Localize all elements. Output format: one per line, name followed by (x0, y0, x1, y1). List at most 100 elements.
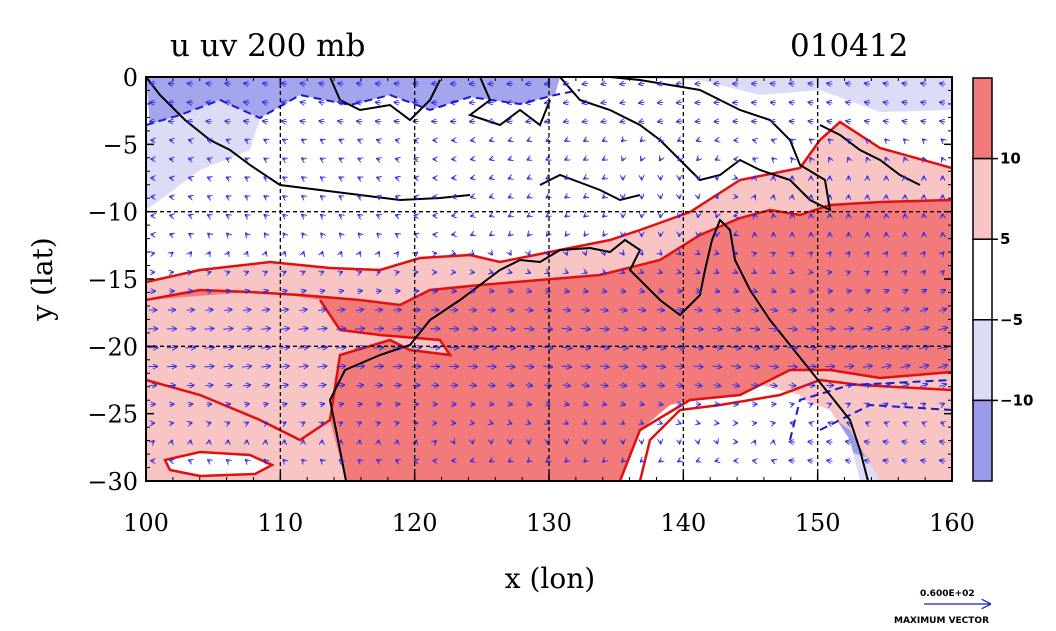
y-axis: 0 −5 −10 −15 −20 −25 −30 (87, 64, 952, 496)
wind-vector (712, 366, 721, 367)
wind-vector (299, 385, 307, 386)
wind-vector (506, 385, 514, 386)
wind-vector (283, 177, 286, 179)
wind-vector (317, 366, 326, 367)
wind-vector (189, 159, 192, 160)
wind-vector (566, 252, 567, 255)
wind-vector (565, 422, 568, 423)
wind-vector (263, 83, 269, 84)
wind-vector (788, 310, 795, 311)
wind-vector (283, 272, 286, 273)
wind-vector (791, 272, 794, 273)
wind-vector (245, 177, 248, 178)
wind-vector (658, 102, 664, 103)
wind-vector (678, 158, 680, 160)
wind-vector (303, 252, 304, 255)
wind-vector (490, 234, 492, 236)
contour-line-10-east (618, 368, 952, 481)
wind-vector (640, 272, 643, 273)
wind-vector (490, 178, 493, 179)
wind-vector (319, 121, 325, 122)
wind-vector (471, 234, 474, 235)
wind-vector (901, 309, 908, 311)
wind-vector (321, 177, 324, 179)
wind-vector (376, 121, 382, 122)
wind-vector (639, 83, 645, 84)
wind-vector (526, 291, 531, 292)
wind-vector (844, 310, 852, 311)
wind-vector (170, 215, 173, 216)
wind-vector (282, 83, 288, 84)
wind-vector (264, 422, 267, 423)
wind-vectors (147, 83, 948, 462)
x-axis: 100 110 120 130 140 150 160 (123, 77, 975, 537)
wind-vector (302, 215, 304, 217)
wind-vector (678, 252, 680, 254)
wind-vector (580, 366, 590, 367)
wind-vector (754, 214, 755, 217)
wind-vector (263, 121, 269, 122)
wind-vector (713, 385, 720, 386)
wind-vector (698, 440, 699, 443)
wind-vector (603, 272, 606, 273)
wind-vector (772, 272, 775, 273)
wind-vector (262, 385, 269, 386)
y-tick-label: −5 (103, 131, 138, 159)
wind-vector (847, 423, 850, 424)
wind-vector (921, 290, 926, 293)
wind-vector (639, 291, 644, 292)
wind-vector (622, 158, 623, 161)
wind-vector (354, 328, 364, 329)
coastline-sumatra (146, 77, 251, 166)
wind-vector (525, 310, 532, 311)
wind-vector (602, 291, 607, 292)
y-tick-label: −25 (87, 401, 138, 429)
wind-vector (358, 196, 361, 197)
wind-vector (769, 385, 777, 386)
wind-vector (734, 177, 737, 178)
wind-vector (358, 159, 361, 160)
wind-vector (208, 252, 209, 255)
wind-vector (546, 272, 549, 273)
wind-vector (509, 423, 512, 424)
wind-vector (903, 290, 908, 292)
wind-vector (827, 83, 833, 84)
wind-vector (377, 177, 380, 178)
wind-vector (900, 328, 909, 330)
grid-lines (146, 77, 952, 481)
wind-vector (697, 253, 700, 255)
contour-line-10 (146, 198, 952, 307)
wind-vector (396, 460, 399, 461)
wind-vector (808, 102, 814, 103)
wind-vector (750, 385, 758, 386)
wind-vector (787, 347, 797, 348)
wind-vector (585, 252, 586, 255)
wind-vector (526, 102, 532, 103)
y-axis-label: y (lat) (26, 237, 59, 321)
wind-vector (674, 366, 684, 367)
wind-vector (528, 196, 531, 197)
wind-vector (298, 328, 308, 329)
wind-vector (694, 310, 701, 311)
wind-vector (374, 385, 382, 386)
wind-vector (773, 440, 774, 443)
wind-vector (355, 366, 364, 367)
wind-vector (487, 310, 495, 311)
wind-vector (509, 234, 511, 236)
wind-vector (244, 121, 250, 122)
wind-vector (848, 252, 850, 254)
wind-vector (883, 441, 889, 442)
wind-vector (433, 253, 436, 254)
wind-vector (338, 102, 344, 103)
wind-vector (223, 328, 232, 329)
wind-vector (358, 272, 361, 273)
wind-vector (866, 423, 869, 424)
wind-vector (336, 328, 345, 329)
wind-vector (678, 272, 681, 273)
wind-vector (564, 291, 569, 292)
wind-vector (638, 385, 645, 386)
wind-vector (865, 441, 871, 442)
wind-vector (545, 291, 550, 292)
wind-vector (639, 121, 645, 122)
wind-vector (772, 253, 775, 254)
